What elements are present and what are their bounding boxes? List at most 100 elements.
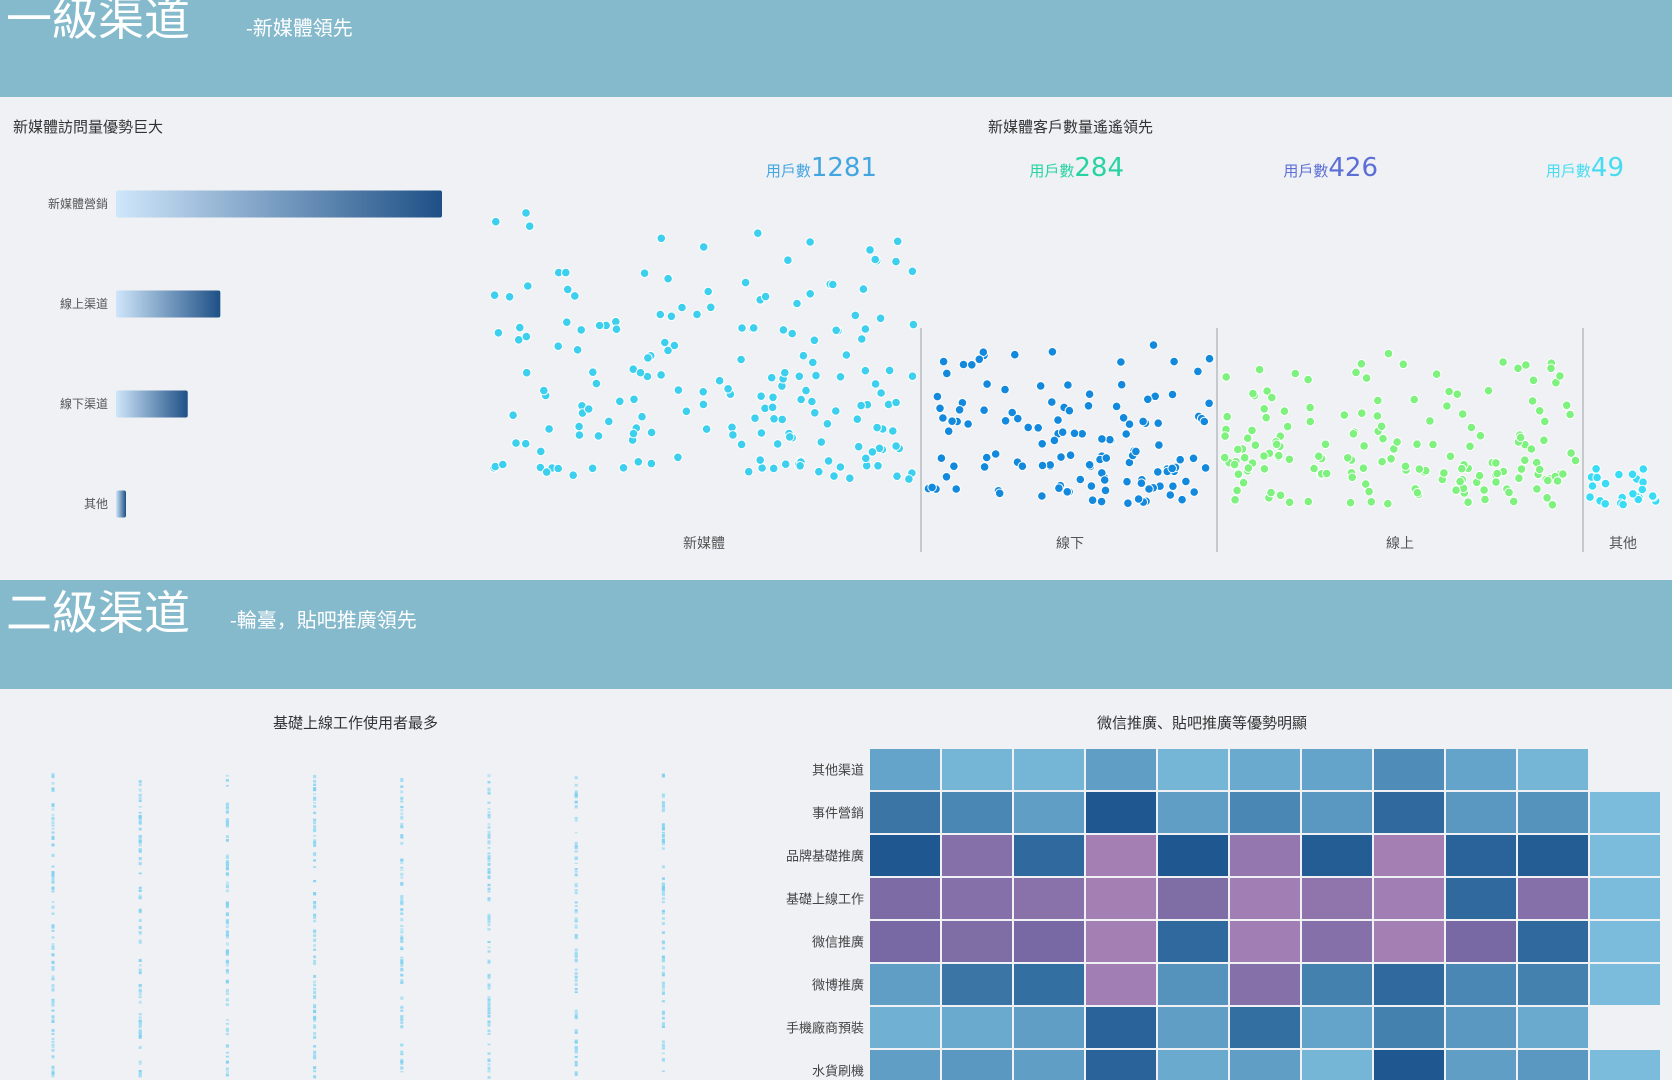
strip-mark <box>313 905 317 908</box>
scatter-point <box>798 350 809 361</box>
strip-mark <box>313 948 317 951</box>
strip-mark <box>400 1009 404 1012</box>
strip-mark <box>487 1007 491 1011</box>
scatter-point <box>1000 416 1011 426</box>
strip-mark <box>51 999 55 1003</box>
section-1-title: 一級渠道 <box>6 0 190 46</box>
scatter-point <box>1552 476 1563 486</box>
scatter-point <box>978 347 989 357</box>
strip-mark <box>574 1062 578 1065</box>
strip-mark <box>138 996 142 998</box>
scatter-point <box>1243 463 1254 473</box>
strip-mark <box>661 1016 665 1020</box>
heatmap-cell <box>1086 1007 1156 1048</box>
scatter-point <box>1546 363 1556 374</box>
scatter-point <box>982 379 992 389</box>
scatter-point <box>943 426 954 437</box>
strip-mark <box>51 1048 55 1052</box>
strip-mark <box>487 891 491 893</box>
scatter-point <box>755 455 766 465</box>
strip-mark <box>661 947 665 950</box>
scatter-point <box>1075 474 1086 485</box>
heatmap-cell <box>1230 921 1300 962</box>
strip-mark <box>225 922 229 925</box>
heatmap-cell <box>870 1007 940 1048</box>
heatmap-cell <box>1590 835 1660 876</box>
scatter-point <box>498 459 508 470</box>
strip-mark <box>487 1006 491 1009</box>
heatmap-cell <box>1230 878 1300 919</box>
strip-mark <box>138 894 142 898</box>
strip-mark <box>225 884 229 888</box>
strip-mark <box>400 834 404 837</box>
strip-mark <box>487 1024 491 1027</box>
scatter-point <box>1313 451 1324 462</box>
strip-mark <box>400 935 404 939</box>
scatter-point <box>861 453 871 464</box>
strip-mark <box>138 835 142 837</box>
strip-mark <box>313 788 317 792</box>
scatter-point <box>655 309 666 320</box>
strip-mark <box>313 793 317 795</box>
strip-mark <box>225 862 229 865</box>
scatter-point <box>1188 453 1199 464</box>
scatter-point <box>951 484 962 494</box>
strip-mark <box>225 868 229 871</box>
scatter-point <box>539 385 549 396</box>
heatmap-cell <box>1590 1050 1660 1080</box>
strip-mark <box>400 808 404 812</box>
strip-mark <box>313 839 317 842</box>
heatmap-cell <box>1590 878 1660 919</box>
strip-mark <box>487 1070 491 1073</box>
strip-mark <box>313 783 317 787</box>
strip-mark <box>661 835 665 839</box>
scatter-point <box>1037 491 1047 501</box>
scatter-point <box>1309 463 1319 474</box>
scatter-point <box>1262 386 1272 396</box>
scatter-point <box>1521 360 1531 370</box>
scatter-point <box>1037 439 1047 449</box>
scatter-point <box>561 267 571 278</box>
strip-mark <box>661 967 665 970</box>
strip-mark <box>400 930 404 934</box>
scatter-point <box>1534 406 1545 416</box>
scatter-point <box>852 414 863 425</box>
strip-mark <box>313 1045 317 1048</box>
strip-mark <box>487 987 491 990</box>
strip-mark <box>138 1071 142 1075</box>
strip-mark <box>313 901 317 905</box>
strip-mark <box>138 1073 142 1077</box>
scatter-point <box>1526 444 1537 454</box>
strip-mark <box>51 924 55 928</box>
scatter-point <box>1638 464 1649 474</box>
scatter-point <box>635 367 646 378</box>
strip-mark <box>225 979 229 983</box>
strip-mark <box>400 996 404 1000</box>
scatter-point <box>1592 472 1602 483</box>
strip-mark <box>313 805 317 808</box>
heatmap-cell <box>870 921 940 962</box>
strip-mark <box>51 808 55 811</box>
heatmap-cell <box>1158 792 1228 833</box>
scatter-point <box>698 242 709 252</box>
scatter-point <box>777 414 788 425</box>
scatter-point <box>829 471 839 481</box>
scatter-point <box>891 397 901 408</box>
heatmap-cell <box>1374 835 1444 876</box>
strip-mark <box>138 984 142 987</box>
strip-mark <box>487 950 491 953</box>
strip-mark <box>313 984 317 987</box>
bar-label: 新媒體營銷 <box>48 196 108 211</box>
scatter-point <box>1463 497 1473 508</box>
strip-mark <box>313 853 317 857</box>
strip-mark <box>225 963 229 967</box>
heatmap-cell <box>1302 835 1372 876</box>
scatter-point <box>907 266 918 277</box>
scatter-point <box>936 453 947 464</box>
strip-mark <box>574 790 578 793</box>
heatmap-cell <box>1446 1050 1516 1080</box>
scatter-point <box>856 400 866 411</box>
scatter-point <box>1566 448 1576 458</box>
strip-mark <box>225 1003 229 1006</box>
scatter-point <box>1358 463 1369 474</box>
